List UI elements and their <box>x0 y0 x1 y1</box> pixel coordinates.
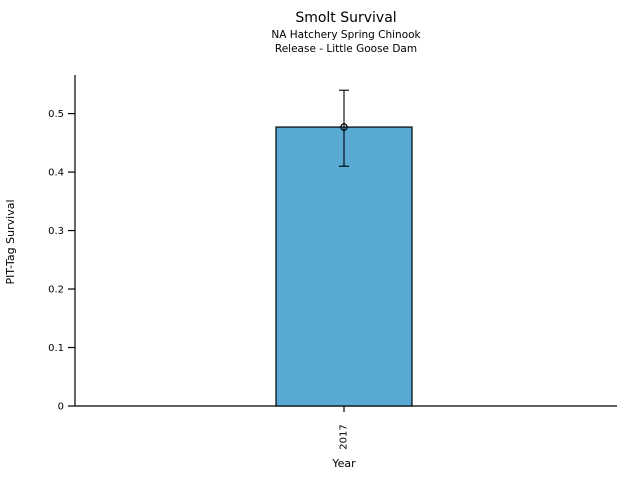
chart-subtitle-line1: NA Hatchery Spring Chinook <box>271 29 421 41</box>
chart-subtitle-line2: Release - Little Goose Dam <box>274 43 418 55</box>
y-tick-label: 0 <box>58 402 64 413</box>
y-tick-label: 0.2 <box>48 285 64 296</box>
chart-title: Smolt Survival <box>295 10 397 26</box>
y-tick-label: 0.1 <box>48 343 64 354</box>
y-tick-label: 0.3 <box>48 226 64 237</box>
point-marker <box>340 123 348 131</box>
x-tick-label: 2017 <box>339 424 350 449</box>
survival-bar <box>275 126 413 407</box>
x-axis-label: Year <box>332 457 356 470</box>
y-tick-label: 0.5 <box>48 109 64 120</box>
y-tick-label: 0.4 <box>48 168 64 179</box>
